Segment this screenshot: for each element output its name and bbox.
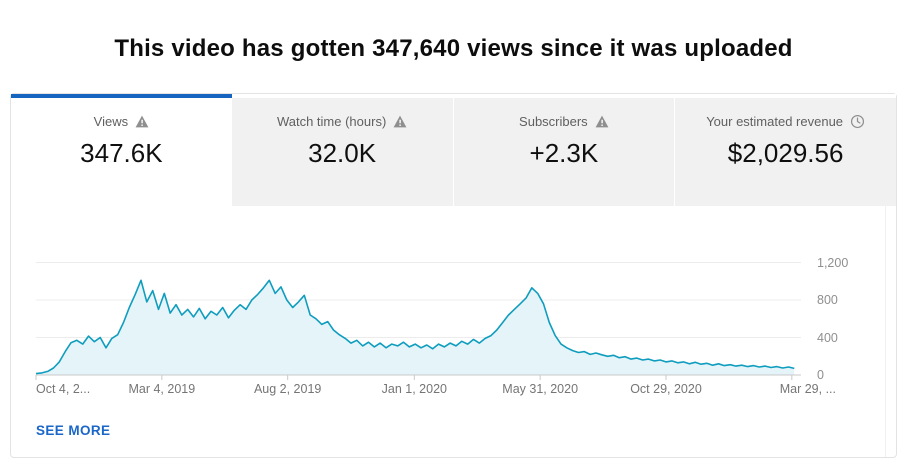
x-tick-label: Mar 4, 2019 xyxy=(128,382,196,396)
tab-revenue-label: Your estimated revenue xyxy=(706,114,844,129)
see-more-link[interactable]: SEE MORE xyxy=(36,423,111,438)
x-tick-label: Jan 1, 2020 xyxy=(381,382,447,396)
tab-views-label: Views xyxy=(93,114,129,129)
x-tick-label: Oct 29, 2020 xyxy=(630,382,702,396)
views-chart xyxy=(35,231,801,383)
x-tick-label: Aug 2, 2019 xyxy=(253,382,322,396)
clock-icon xyxy=(850,114,865,129)
tab-views-value: 347.6K xyxy=(80,138,163,168)
x-tick-label: Mar 29, ... xyxy=(779,382,836,396)
y-tick-label: 800 xyxy=(817,293,838,307)
card-inner-divider xyxy=(885,206,886,457)
y-axis-labels: 0 400 800 1,200 xyxy=(817,231,892,383)
y-tick-label: 0 xyxy=(817,368,824,382)
analytics-card: Views 347.6K Watch time (hours) 32.0K xyxy=(10,93,897,458)
tab-revenue-value: $2,029.56 xyxy=(727,138,844,168)
x-axis-labels: Oct 4, 2... Mar 4, 2019 Aug 2, 2019 Jan 1, … xyxy=(36,382,836,400)
tab-watch-time-value: 32.0K xyxy=(308,138,377,168)
tab-revenue[interactable]: Your estimated revenue $2,029.56 xyxy=(674,94,896,206)
views-line-series xyxy=(35,279,795,375)
y-tick-label: 1,200 xyxy=(817,255,849,270)
tab-watch-time[interactable]: Watch time (hours) 32.0K xyxy=(231,94,453,206)
views-area-fill xyxy=(36,280,795,375)
tab-subscribers-value: +2.3K xyxy=(529,138,599,168)
tab-views[interactable]: Views 347.6K xyxy=(11,94,232,206)
metric-tabs-row: Views 347.6K Watch time (hours) 32.0K xyxy=(11,94,896,206)
warning-icon xyxy=(135,115,149,128)
page-title: This video has gotten 347,640 views sinc… xyxy=(114,35,793,63)
tab-subscribers[interactable]: Subscribers +2.3K xyxy=(452,94,675,206)
warning-icon xyxy=(393,115,407,128)
x-tick-label: May 31, 2020 xyxy=(502,382,579,396)
warning-icon xyxy=(595,115,609,128)
views-chart-svg xyxy=(35,262,801,380)
y-tick-label: 400 xyxy=(817,330,838,345)
x-tick-label: Oct 4, 2... xyxy=(36,382,91,396)
tab-watch-time-label: Watch time (hours) xyxy=(276,114,387,129)
tab-subscribers-label: Subscribers xyxy=(519,114,588,129)
